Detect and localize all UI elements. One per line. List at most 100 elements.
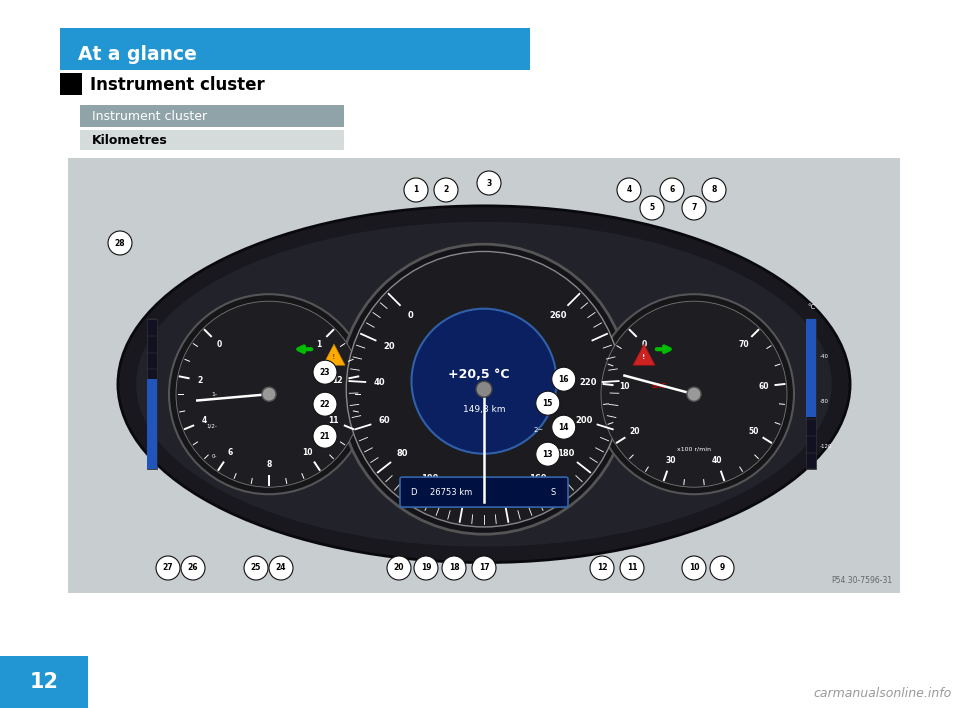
Circle shape — [682, 196, 706, 220]
Text: -120: -120 — [820, 444, 832, 449]
Circle shape — [617, 178, 641, 202]
Text: 12: 12 — [597, 564, 608, 573]
Bar — [0, 656, 88, 708]
Text: 2: 2 — [198, 376, 203, 385]
Circle shape — [347, 251, 622, 527]
Text: 160: 160 — [529, 474, 547, 483]
Text: 15: 15 — [542, 399, 553, 408]
Text: 40: 40 — [374, 378, 386, 387]
Circle shape — [313, 424, 337, 448]
Circle shape — [594, 295, 794, 494]
Text: SRS: SRS — [651, 383, 666, 389]
Circle shape — [313, 392, 337, 416]
Text: S: S — [551, 488, 556, 496]
Text: 10: 10 — [688, 564, 699, 573]
Text: 8: 8 — [711, 185, 717, 195]
Text: carmanualsonline.info: carmanualsonline.info — [814, 687, 952, 700]
Circle shape — [156, 556, 180, 580]
Text: 7: 7 — [691, 203, 697, 212]
Circle shape — [702, 178, 726, 202]
Text: 14: 14 — [559, 423, 569, 432]
Text: x100 r/min: x100 r/min — [677, 447, 711, 452]
Circle shape — [660, 178, 684, 202]
Text: 140: 140 — [494, 487, 512, 496]
Circle shape — [313, 360, 337, 384]
Text: °C: °C — [806, 304, 815, 310]
Polygon shape — [323, 344, 345, 365]
Circle shape — [262, 387, 276, 401]
Text: 40: 40 — [712, 456, 722, 464]
Circle shape — [412, 309, 557, 454]
Circle shape — [269, 556, 293, 580]
Text: P54.30-7596-31: P54.30-7596-31 — [830, 576, 892, 585]
Text: 260: 260 — [549, 311, 566, 320]
Ellipse shape — [136, 222, 831, 547]
Text: 20: 20 — [383, 342, 395, 351]
Text: 149,8 km: 149,8 km — [463, 405, 505, 413]
Text: 0-: 0- — [211, 454, 217, 459]
Text: 0: 0 — [642, 341, 647, 349]
Text: 4: 4 — [202, 416, 207, 426]
Circle shape — [687, 387, 701, 401]
Text: 80: 80 — [396, 449, 408, 458]
Text: 5: 5 — [649, 203, 655, 212]
Bar — [60, 28, 530, 70]
Circle shape — [339, 244, 629, 535]
Text: 60: 60 — [378, 416, 390, 425]
Text: 1: 1 — [414, 185, 419, 195]
Text: 10: 10 — [619, 382, 630, 391]
Text: 1/2-: 1/2- — [206, 423, 217, 429]
Bar — [806, 319, 816, 417]
Circle shape — [477, 171, 501, 195]
Circle shape — [181, 556, 205, 580]
Circle shape — [552, 415, 576, 439]
Polygon shape — [633, 344, 655, 365]
Text: At a glance: At a glance — [78, 45, 197, 64]
Text: D: D — [410, 488, 417, 496]
Text: -80: -80 — [820, 399, 829, 404]
Circle shape — [536, 442, 560, 466]
Circle shape — [434, 178, 458, 202]
Text: 10: 10 — [302, 448, 313, 457]
Text: 16: 16 — [559, 375, 569, 384]
Text: 20: 20 — [630, 427, 640, 436]
Circle shape — [414, 556, 438, 580]
Circle shape — [387, 556, 411, 580]
Bar — [80, 130, 344, 150]
Text: 30: 30 — [665, 456, 676, 464]
Circle shape — [476, 381, 492, 397]
Circle shape — [552, 367, 576, 392]
Text: km/h: km/h — [474, 482, 493, 491]
Text: Instrument cluster: Instrument cluster — [92, 110, 207, 123]
Text: 220: 220 — [580, 378, 597, 387]
Text: -40: -40 — [820, 354, 829, 359]
Text: 200: 200 — [575, 416, 592, 425]
Bar — [60, 73, 82, 95]
Text: 50: 50 — [748, 427, 758, 436]
Circle shape — [601, 301, 787, 487]
Text: 100: 100 — [421, 474, 439, 483]
Text: 2~: 2~ — [534, 427, 544, 433]
Circle shape — [620, 556, 644, 580]
Text: 2: 2 — [444, 185, 448, 195]
Text: 9: 9 — [719, 564, 725, 573]
Text: 21: 21 — [320, 432, 330, 440]
Text: 22: 22 — [320, 400, 330, 409]
Text: 12: 12 — [30, 672, 59, 692]
Circle shape — [108, 231, 132, 255]
Text: 1-: 1- — [211, 392, 217, 396]
Text: 3: 3 — [487, 178, 492, 188]
Circle shape — [169, 295, 369, 494]
Text: 4: 4 — [626, 185, 632, 195]
Text: 20: 20 — [394, 564, 404, 573]
Text: 26753 km: 26753 km — [430, 488, 472, 496]
Text: 28: 28 — [114, 239, 126, 248]
Text: 18: 18 — [448, 564, 459, 573]
Text: 0: 0 — [407, 311, 413, 320]
Text: !: ! — [332, 354, 336, 360]
Circle shape — [404, 178, 428, 202]
Text: Instrument cluster: Instrument cluster — [90, 76, 265, 94]
Text: 19: 19 — [420, 564, 431, 573]
Bar — [147, 379, 157, 469]
Text: 17: 17 — [479, 564, 490, 573]
